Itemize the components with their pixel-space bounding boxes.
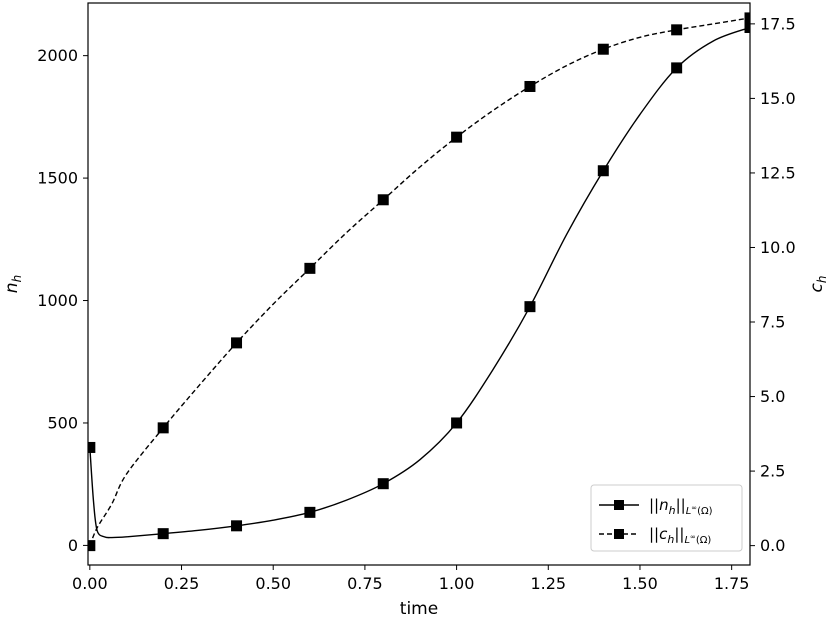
- right-y-tick-label: 15.0: [760, 89, 796, 108]
- left-y-tick-label: 1500: [37, 169, 78, 188]
- series-1-marker-5: [377, 478, 389, 490]
- series-2-marker-8: [597, 43, 609, 55]
- legend-marker-swatch: [614, 529, 624, 539]
- series-1-marker-3: [231, 520, 243, 532]
- legend-entry-1: ||nh||L∞(Ω): [599, 496, 713, 517]
- x-tick-label: 1.00: [439, 574, 475, 593]
- right-y-tick-label: 10.0: [760, 238, 796, 257]
- axis-label-subscript: h: [815, 276, 829, 284]
- series-1-marker-4: [304, 506, 316, 518]
- series-1-marker-10: [744, 21, 750, 33]
- series-1-marker-7: [524, 301, 536, 313]
- legend-label: ||ch||L∞(Ω): [649, 525, 711, 546]
- x-tick-label: 0.75: [347, 574, 383, 593]
- right-y-tick-label: 2.5: [760, 462, 785, 481]
- plot-area: [88, 12, 750, 552]
- axis-ticks: 0.00 0.25 0.50 0.75 1.00 1.25 1.50 1.75 0 500 1000…: [37, 14, 795, 593]
- right-y-tick-label: 0.0: [760, 536, 785, 555]
- series-1-marker-1: [88, 441, 96, 453]
- x-axis-label: time: [400, 599, 438, 619]
- series-1-marker-8: [597, 165, 609, 177]
- axes-frame: [87, 2, 751, 566]
- right-y-tick-label: 17.5: [760, 14, 796, 33]
- left-y-tick-label: 0: [68, 536, 78, 555]
- series-2-marker-5: [377, 194, 389, 206]
- series-2-marker-2: [157, 422, 169, 434]
- x-tick-label: 1.75: [714, 574, 750, 593]
- series-line-1: [89, 26, 750, 539]
- series-2-marker-7: [524, 80, 536, 92]
- axis-label-symbol: n: [2, 282, 22, 293]
- x-tick-label: 0.50: [255, 574, 291, 593]
- right-y-tick-label: 5.0: [760, 387, 785, 406]
- left-y-tick-label: 2000: [37, 46, 78, 65]
- axis-label-symbol: c: [807, 282, 827, 292]
- series-2-marker-6: [451, 131, 463, 143]
- right-y-axis-label: ch: [807, 276, 829, 293]
- x-tick-label: 0.25: [164, 574, 200, 593]
- series-1-marker-6: [451, 417, 463, 429]
- x-tick-label: 0.00: [72, 574, 108, 593]
- legend-label: ||nh||L∞(Ω): [649, 496, 713, 517]
- series-2-marker-10: [744, 12, 750, 24]
- series-1-marker-9: [671, 62, 683, 74]
- x-tick-label: 1.25: [530, 574, 566, 593]
- left-y-tick-label: 1000: [37, 291, 78, 310]
- right-y-tick-label: 7.5: [760, 313, 785, 332]
- legend: ||nh||L∞(Ω) ||ch||L∞(Ω): [590, 484, 743, 552]
- series-line-2: [89, 17, 750, 546]
- x-tick-label: 1.50: [622, 574, 658, 593]
- left-y-tick-label: 500: [47, 413, 78, 432]
- series-1-marker-2: [157, 528, 169, 540]
- legend-box: [590, 484, 743, 552]
- series-2-marker-3: [231, 337, 243, 349]
- left-y-axis-label: nh: [2, 275, 24, 293]
- legend-marker-swatch: [614, 500, 624, 510]
- series-2-marker-1: [88, 540, 96, 552]
- axis-label-subscript: h: [10, 275, 24, 283]
- legend-entry-2: ||ch||L∞(Ω): [599, 525, 711, 546]
- series-2-marker-9: [671, 24, 683, 36]
- right-y-tick-label: 12.5: [760, 163, 796, 182]
- series-2-marker-4: [304, 262, 316, 274]
